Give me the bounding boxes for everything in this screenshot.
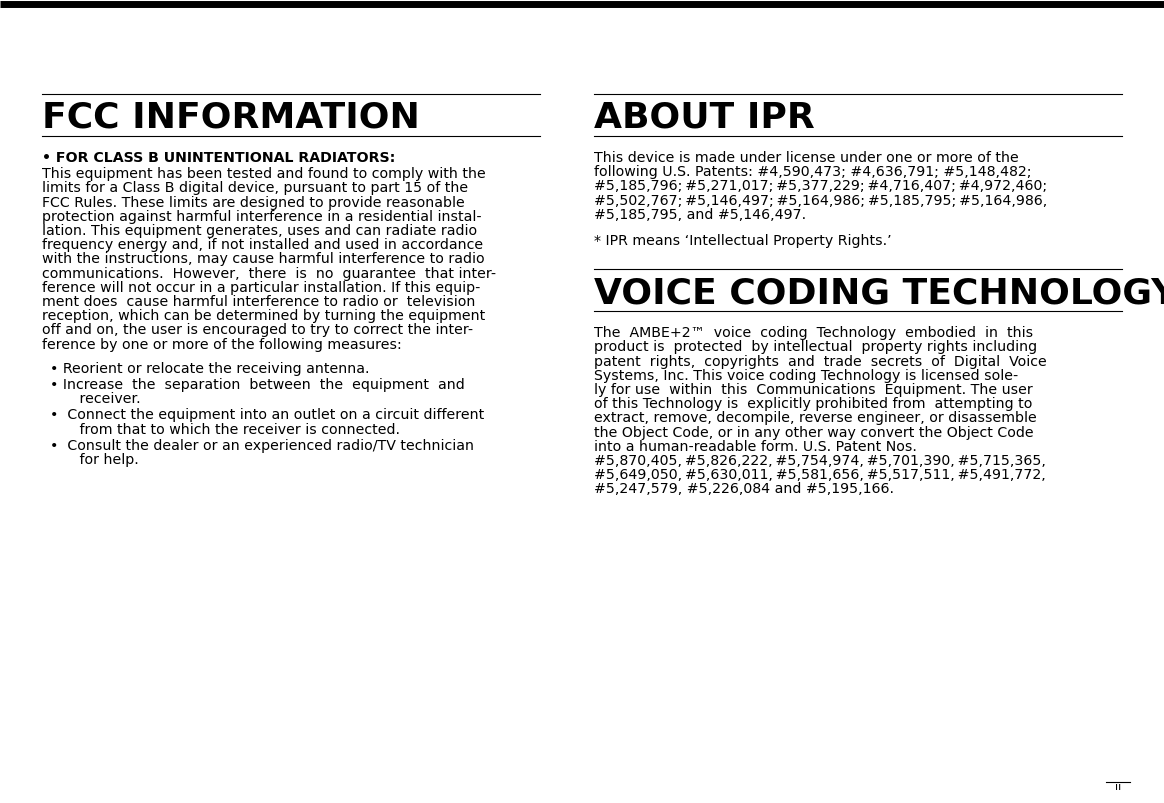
Text: of this Technology is  explicitly prohibited from  attempting to: of this Technology is explicitly prohibi…: [594, 397, 1032, 410]
Text: •  Consult the dealer or an experienced radio/TV technician: • Consult the dealer or an experienced r…: [50, 438, 474, 452]
Text: ly for use  within  this  Communications  Equipment. The user: ly for use within this Communications Eq…: [594, 382, 1032, 397]
Text: following U.S. Patents: #4,590,473; #4,636,791; #5,148,482;: following U.S. Patents: #4,590,473; #4,6…: [594, 165, 1031, 179]
Text: ii: ii: [1115, 781, 1121, 791]
Text: with the instructions, may cause harmful interference to radio: with the instructions, may cause harmful…: [42, 252, 484, 266]
Text: FCC INFORMATION: FCC INFORMATION: [42, 101, 420, 135]
Text: reception, which can be determined by turning the equipment: reception, which can be determined by tu…: [42, 309, 485, 323]
Text: #5,247,579, #5,226,084 and #5,195,166.: #5,247,579, #5,226,084 and #5,195,166.: [594, 482, 894, 495]
Text: off and on, the user is encouraged to try to correct the inter-: off and on, the user is encouraged to tr…: [42, 323, 473, 337]
Text: This device is made under license under one or more of the: This device is made under license under …: [594, 151, 1018, 165]
Text: #5,870,405, #5,826,222, #5,754,974, #5,701,390, #5,715,365,: #5,870,405, #5,826,222, #5,754,974, #5,7…: [594, 454, 1046, 467]
Text: receiver.: receiver.: [66, 392, 141, 406]
Text: lation. This equipment generates, uses and can radiate radio: lation. This equipment generates, uses a…: [42, 224, 477, 238]
Text: VOICE CODING TECHNOLOGY: VOICE CODING TECHNOLOGY: [594, 276, 1164, 310]
Text: •  Connect the equipment into an outlet on a circuit different: • Connect the equipment into an outlet o…: [50, 408, 484, 422]
Text: communications.  However,  there  is  no  guarantee  that inter-: communications. However, there is no gua…: [42, 267, 496, 280]
Text: Systems, Inc. This voice coding Technology is licensed sole-: Systems, Inc. This voice coding Technolo…: [594, 369, 1018, 382]
Text: * IPR means ‘Intellectual Property Rights.’: * IPR means ‘Intellectual Property Right…: [594, 234, 892, 247]
Text: FCC Rules. These limits are designed to provide reasonable: FCC Rules. These limits are designed to …: [42, 195, 464, 210]
Text: extract, remove, decompile, reverse engineer, or disassemble: extract, remove, decompile, reverse engi…: [594, 411, 1037, 425]
Text: #5,185,796; #5,271,017; #5,377,229; #4,716,407; #4,972,460;: #5,185,796; #5,271,017; #5,377,229; #4,7…: [594, 179, 1048, 194]
Text: This equipment has been tested and found to comply with the: This equipment has been tested and found…: [42, 167, 485, 181]
Text: product is  protected  by intellectual  property rights including: product is protected by intellectual pro…: [594, 340, 1037, 354]
Text: #5,649,050, #5,630,011, #5,581,656, #5,517,511, #5,491,772,: #5,649,050, #5,630,011, #5,581,656, #5,5…: [594, 467, 1045, 482]
Text: • Reorient or relocate the receiving antenna.: • Reorient or relocate the receiving ant…: [50, 361, 369, 375]
Text: #5,185,795, and #5,146,497.: #5,185,795, and #5,146,497.: [594, 207, 807, 222]
Text: the Object Code, or in any other way convert the Object Code: the Object Code, or in any other way con…: [594, 425, 1034, 439]
Text: for help.: for help.: [66, 452, 139, 467]
Text: patent  rights,  copyrights  and  trade  secrets  of  Digital  Voice: patent rights, copyrights and trade secr…: [594, 354, 1046, 368]
Text: frequency energy and, if not installed and used in accordance: frequency energy and, if not installed a…: [42, 238, 483, 252]
Text: into a human-readable form. U.S. Patent Nos.: into a human-readable form. U.S. Patent …: [594, 439, 917, 453]
Text: from that to which the receiver is connected.: from that to which the receiver is conne…: [66, 422, 400, 436]
Text: ment does  cause harmful interference to radio or  television: ment does cause harmful interference to …: [42, 295, 475, 308]
Text: • FOR CLASS B UNINTENTIONAL RADIATORS:: • FOR CLASS B UNINTENTIONAL RADIATORS:: [42, 151, 396, 165]
Text: ference by one or more of the following measures:: ference by one or more of the following …: [42, 337, 402, 351]
Text: ference will not occur in a particular installation. If this equip-: ference will not occur in a particular i…: [42, 280, 481, 295]
Text: limits for a Class B digital device, pursuant to part 15 of the: limits for a Class B digital device, pur…: [42, 181, 468, 195]
Text: #5,502,767; #5,146,497; #5,164,986; #5,185,795; #5,164,986,: #5,502,767; #5,146,497; #5,164,986; #5,1…: [594, 194, 1048, 207]
Text: protection against harmful interference in a residential instal-: protection against harmful interference …: [42, 210, 482, 223]
Text: The  AMBE+2™  voice  coding  Technology  embodied  in  this: The AMBE+2™ voice coding Technology embo…: [594, 326, 1034, 340]
Text: • Increase  the  separation  between  the  equipment  and: • Increase the separation between the eq…: [50, 377, 464, 392]
Text: ABOUT IPR: ABOUT IPR: [594, 101, 815, 135]
